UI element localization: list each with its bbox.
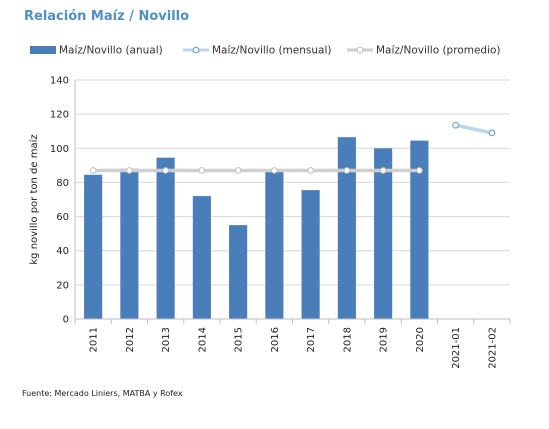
x-tick-label: 2021-02 [487,327,498,369]
data-point [162,167,169,174]
legend-swatch [30,46,56,54]
legend-label: Maíz/Novillo (promedio) [376,45,501,57]
x-tick-label: 2019 [379,327,390,352]
series-line [455,123,493,135]
x-tick-label: 2017 [306,327,317,352]
data-point [416,167,423,174]
data-point [452,121,459,129]
bar [192,196,211,319]
y-tick-label: 120 [50,110,69,121]
data-point [271,167,278,174]
bar [337,137,356,319]
x-tick-label: 2020 [415,327,426,352]
bar [229,225,248,319]
y-tick-label: 60 [56,212,69,223]
y-tick-label: 140 [50,76,69,87]
x-tick-label: 2018 [342,327,353,352]
bar [265,169,284,319]
data-point [198,167,206,174]
chart-title: Relación Maíz / Novillo [24,9,190,24]
data-point [488,129,496,137]
data-point [234,167,242,174]
legend-marker [192,46,200,54]
x-tick-label: 2021-01 [451,327,462,369]
bar [84,174,103,319]
y-axis-label: kg novillo por ton de maíz [28,134,40,264]
bar [374,148,393,319]
bar [301,190,320,319]
line-series [89,121,496,174]
y-tick-label: 40 [56,246,69,257]
data-point [89,167,97,174]
legend: Maíz/Novillo (anual) Maíz/Novillo (mensua… [30,45,501,57]
data-point [307,167,314,174]
y-tick-label: 20 [56,280,69,291]
bar [120,168,139,319]
bar [410,140,429,319]
legend-label: Maíz/Novillo (anual) [59,45,163,57]
source-note: Fuente: Mercado Liniers, MATBA y Rofex [22,389,183,398]
y-tick-label: 100 [50,144,69,155]
bar-series [84,137,429,319]
axes: 0 20 40 60 80 100 120 140 2011 2012 2013 2014 2015 20… [50,76,511,369]
x-tick-label: 2013 [161,327,172,352]
bar [156,157,175,319]
grid [75,79,510,286]
data-point [379,167,387,174]
data-point [343,167,351,174]
data-point [126,167,133,174]
x-tick-label: 2012 [125,327,136,352]
y-tick-label: 0 [63,315,69,326]
y-tick-label: 80 [56,178,69,189]
x-tick-label: 2015 [234,327,245,352]
x-tick-label: 2014 [197,327,208,352]
x-tick-label: 2011 [89,327,100,352]
x-tick-label: 2016 [270,327,281,352]
legend-label: Maíz/Novillo (mensual) [212,45,331,57]
legend-marker [356,46,364,54]
